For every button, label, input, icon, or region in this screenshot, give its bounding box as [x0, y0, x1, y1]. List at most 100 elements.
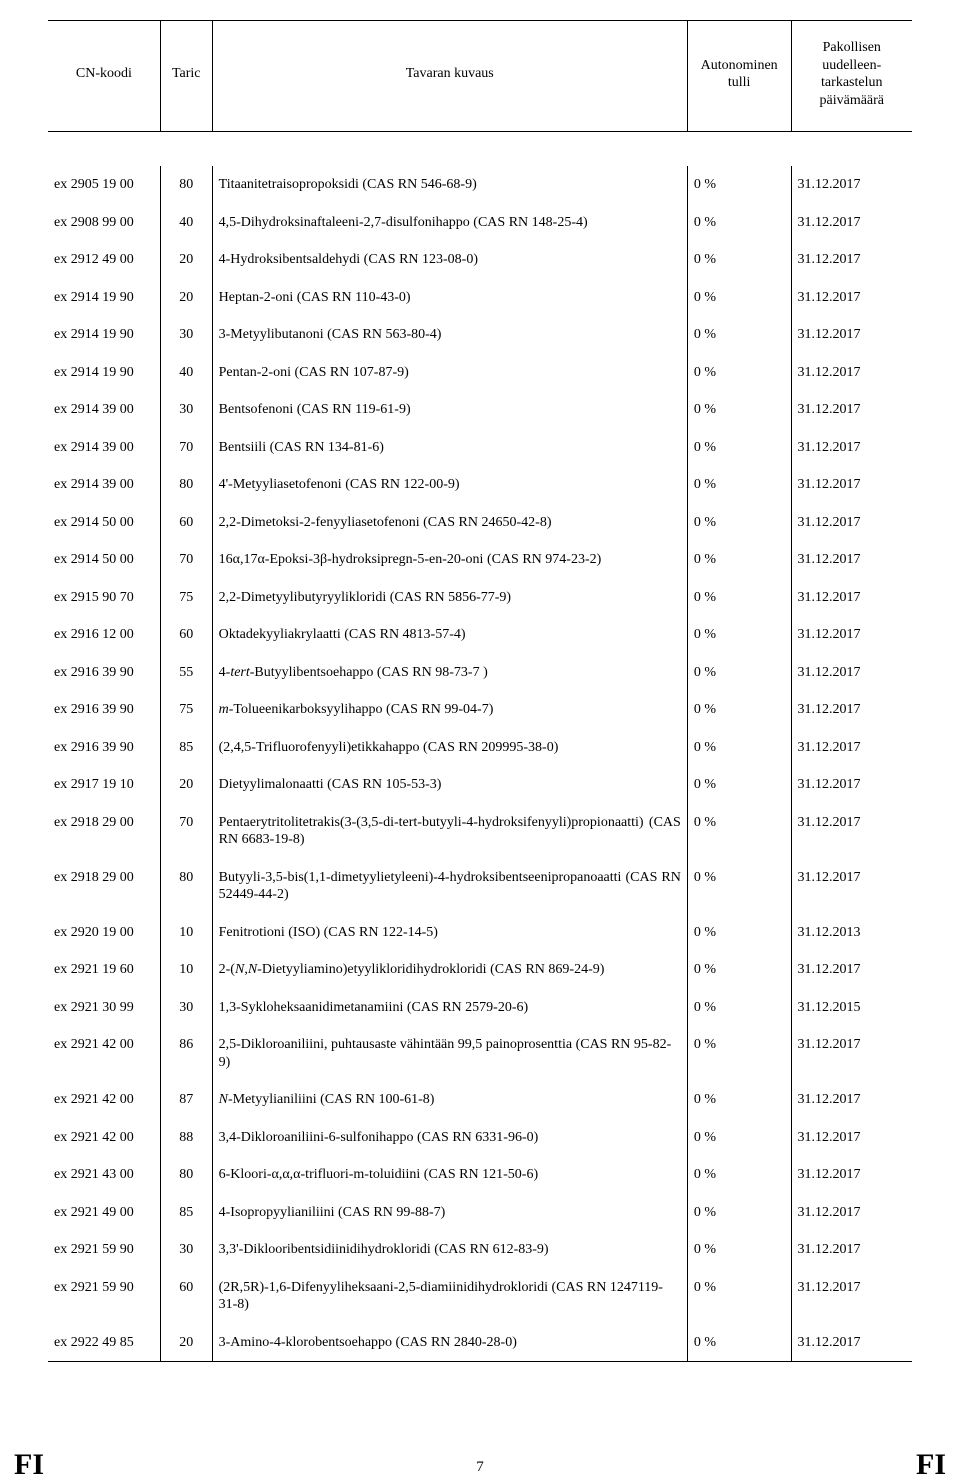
cell-duty: 0 %: [687, 429, 791, 467]
cell-desc: 3,4-Dikloroaniliini-6-sulfonihappo (CAS …: [212, 1119, 687, 1157]
cell-cn: ex 2922 49 85: [48, 1324, 160, 1362]
cell-duty: 0 %: [687, 504, 791, 542]
cell-taric: 75: [160, 691, 212, 729]
cell-date: 31.12.2017: [791, 391, 912, 429]
cell-taric: 40: [160, 354, 212, 392]
cell-date: 31.12.2017: [791, 166, 912, 204]
cell-duty: 0 %: [687, 166, 791, 204]
cell-date: 31.12.2017: [791, 1231, 912, 1269]
cell-taric: 86: [160, 1026, 212, 1081]
cell-date: 31.12.2017: [791, 504, 912, 542]
page-footer: FI 7 FI: [0, 1432, 960, 1482]
cell-taric: 55: [160, 654, 212, 692]
cell-date: 31.12.2013: [791, 914, 912, 952]
cell-duty: 0 %: [687, 914, 791, 952]
cell-duty: 0 %: [687, 241, 791, 279]
cell-cn: ex 2918 29 00: [48, 804, 160, 859]
cell-cn: ex 2918 29 00: [48, 859, 160, 914]
cell-date: 31.12.2017: [791, 466, 912, 504]
cell-date: 31.12.2017: [791, 279, 912, 317]
cell-date: 31.12.2017: [791, 1156, 912, 1194]
cell-cn: ex 2914 50 00: [48, 541, 160, 579]
table-row: ex 2922 49 85203-Amino-4-klorobentsoehap…: [48, 1324, 912, 1362]
col-header-taric: Taric: [160, 21, 212, 132]
cell-date: 31.12.2017: [791, 1194, 912, 1232]
cell-desc: 2,5-Dikloroaniliini, puhtausaste vähintä…: [212, 1026, 687, 1081]
table-row: ex 2914 19 9020Heptan-2-oni (CAS RN 110-…: [48, 279, 912, 317]
footer-page-number: 7: [0, 1459, 960, 1476]
cell-desc: 6-Kloori-α,α,α-trifluori-m-toluidiini (C…: [212, 1156, 687, 1194]
table-row: ex 2921 42 00862,5-Dikloroaniliini, puht…: [48, 1026, 912, 1081]
table-row: ex 2918 29 0070Pentaerytritolitetrakis(3…: [48, 804, 912, 859]
cell-taric: 75: [160, 579, 212, 617]
cell-desc: 4-Isopropyylianiliini (CAS RN 99-88-7): [212, 1194, 687, 1232]
footer-lang-right: FI: [916, 1448, 946, 1482]
cell-date: 31.12.2017: [791, 1081, 912, 1119]
table-body: ex 2905 19 0080Titaanitetraisopropoksidi…: [48, 132, 912, 1362]
table-row: ex 2914 39 0030Bentsofenoni (CAS RN 119-…: [48, 391, 912, 429]
cell-taric: 20: [160, 279, 212, 317]
cell-cn: ex 2914 19 90: [48, 354, 160, 392]
cell-date: 31.12.2017: [791, 729, 912, 767]
cell-taric: 10: [160, 951, 212, 989]
cell-cn: ex 2921 59 90: [48, 1231, 160, 1269]
cell-duty: 0 %: [687, 391, 791, 429]
table-row: ex 2918 29 0080Butyyli-3,5-bis(1,1-dimet…: [48, 859, 912, 914]
table-row: ex 2917 19 1020Dietyylimalonaatti (CAS R…: [48, 766, 912, 804]
cell-taric: 70: [160, 541, 212, 579]
cell-cn: ex 2912 49 00: [48, 241, 160, 279]
cell-date: 31.12.2017: [791, 804, 912, 859]
table-row: ex 2921 19 60102-(N,N-Dietyyliamino)etyy…: [48, 951, 912, 989]
cell-duty: 0 %: [687, 1324, 791, 1362]
cell-taric: 60: [160, 616, 212, 654]
cell-cn: ex 2916 39 90: [48, 691, 160, 729]
cell-duty: 0 %: [687, 541, 791, 579]
cell-date: 31.12.2017: [791, 429, 912, 467]
cell-desc: 3-Metyylibutanoni (CAS RN 563-80-4): [212, 316, 687, 354]
cell-taric: 20: [160, 1324, 212, 1362]
cell-duty: 0 %: [687, 204, 791, 242]
table-row: ex 2916 39 9075m-Tolueenikarboksyylihapp…: [48, 691, 912, 729]
cell-date: 31.12.2017: [791, 616, 912, 654]
cell-duty: 0 %: [687, 1119, 791, 1157]
cell-cn: ex 2921 19 60: [48, 951, 160, 989]
cell-desc: Pentaerytritolitetrakis(3-(3,5-di-tert-b…: [212, 804, 687, 859]
cell-cn: ex 2921 43 00: [48, 1156, 160, 1194]
cell-duty: 0 %: [687, 579, 791, 617]
cell-taric: 60: [160, 504, 212, 542]
cell-duty: 0 %: [687, 279, 791, 317]
cell-date: 31.12.2017: [791, 859, 912, 914]
table-row: ex 2921 30 99301,3-Sykloheksaanidimetana…: [48, 989, 912, 1027]
cell-cn: ex 2921 42 00: [48, 1081, 160, 1119]
table-row: ex 2905 19 0080Titaanitetraisopropoksidi…: [48, 166, 912, 204]
cell-desc: 3,3'-Diklooribentsidiinidihydrokloridi (…: [212, 1231, 687, 1269]
cell-cn: ex 2921 42 00: [48, 1119, 160, 1157]
cell-date: 31.12.2017: [791, 204, 912, 242]
cell-taric: 80: [160, 1156, 212, 1194]
cell-taric: 87: [160, 1081, 212, 1119]
cell-taric: 20: [160, 241, 212, 279]
cell-desc: (2R,5R)-1,6-Difenyyliheksaani-2,5-diamii…: [212, 1269, 687, 1324]
cell-duty: 0 %: [687, 354, 791, 392]
cell-taric: 88: [160, 1119, 212, 1157]
cell-desc: Bentsiili (CAS RN 134-81-6): [212, 429, 687, 467]
cell-duty: 0 %: [687, 616, 791, 654]
col-header-cn: CN-koodi: [48, 21, 160, 132]
cell-taric: 70: [160, 804, 212, 859]
cell-cn: ex 2921 59 90: [48, 1269, 160, 1324]
cell-desc: 1,3-Sykloheksaanidimetanamiini (CAS RN 2…: [212, 989, 687, 1027]
col-header-duty: Autonominen tulli: [687, 21, 791, 132]
cell-desc: 4-tert-Butyylibentsoehappo (CAS RN 98-73…: [212, 654, 687, 692]
cell-date: 31.12.2017: [791, 766, 912, 804]
cell-desc: (2,4,5-Trifluorofenyyli)etikkahappo (CAS…: [212, 729, 687, 767]
cell-duty: 0 %: [687, 1269, 791, 1324]
cell-date: 31.12.2017: [791, 1026, 912, 1081]
cell-duty: 0 %: [687, 316, 791, 354]
table-row: ex 2921 59 90303,3'-Diklooribentsidiinid…: [48, 1231, 912, 1269]
table-row: ex 2914 39 0070Bentsiili (CAS RN 134-81-…: [48, 429, 912, 467]
cell-desc: 2-(N,N-Dietyyliamino)etyylikloridihydrok…: [212, 951, 687, 989]
cell-cn: ex 2917 19 10: [48, 766, 160, 804]
cell-duty: 0 %: [687, 654, 791, 692]
cell-desc: Bentsofenoni (CAS RN 119-61-9): [212, 391, 687, 429]
table-row: ex 2914 19 9040Pentan-2-oni (CAS RN 107-…: [48, 354, 912, 392]
